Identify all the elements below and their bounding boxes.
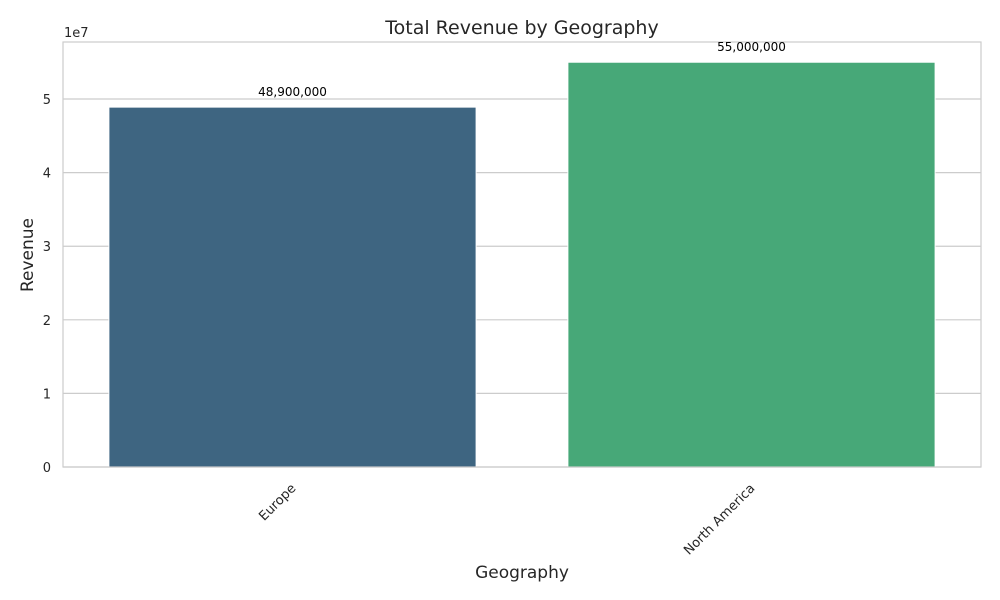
- y-tick-label: 3: [43, 240, 51, 255]
- data-labels: 48,900,000 55,000,000: [258, 40, 786, 99]
- y-tick-label: 1: [43, 387, 51, 402]
- bars: [108, 61, 936, 468]
- y-tick-label: 4: [43, 167, 51, 182]
- bar: [567, 61, 936, 468]
- x-axis-ticks: Europe North America: [256, 481, 758, 558]
- y-tick-label: 2: [43, 314, 51, 329]
- bar-value-label: 48,900,000: [258, 85, 327, 99]
- x-tick-label: Europe: [256, 481, 299, 524]
- y-axis-multiplier: 1e7: [64, 26, 89, 41]
- x-tick-label: North America: [681, 481, 758, 558]
- plot-frame: [62, 41, 982, 468]
- x-axis-label: Geography: [475, 563, 569, 583]
- bar: [108, 106, 477, 468]
- y-axis-label: Revenue: [18, 218, 38, 292]
- bar-value-label: 55,000,000: [717, 40, 786, 54]
- y-axis-ticks: 0 1 2 3 4 5: [43, 93, 51, 476]
- chart-title: Total Revenue by Geography: [384, 17, 658, 39]
- y-tick-label: 0: [43, 461, 51, 476]
- y-tick-label: 5: [43, 93, 51, 108]
